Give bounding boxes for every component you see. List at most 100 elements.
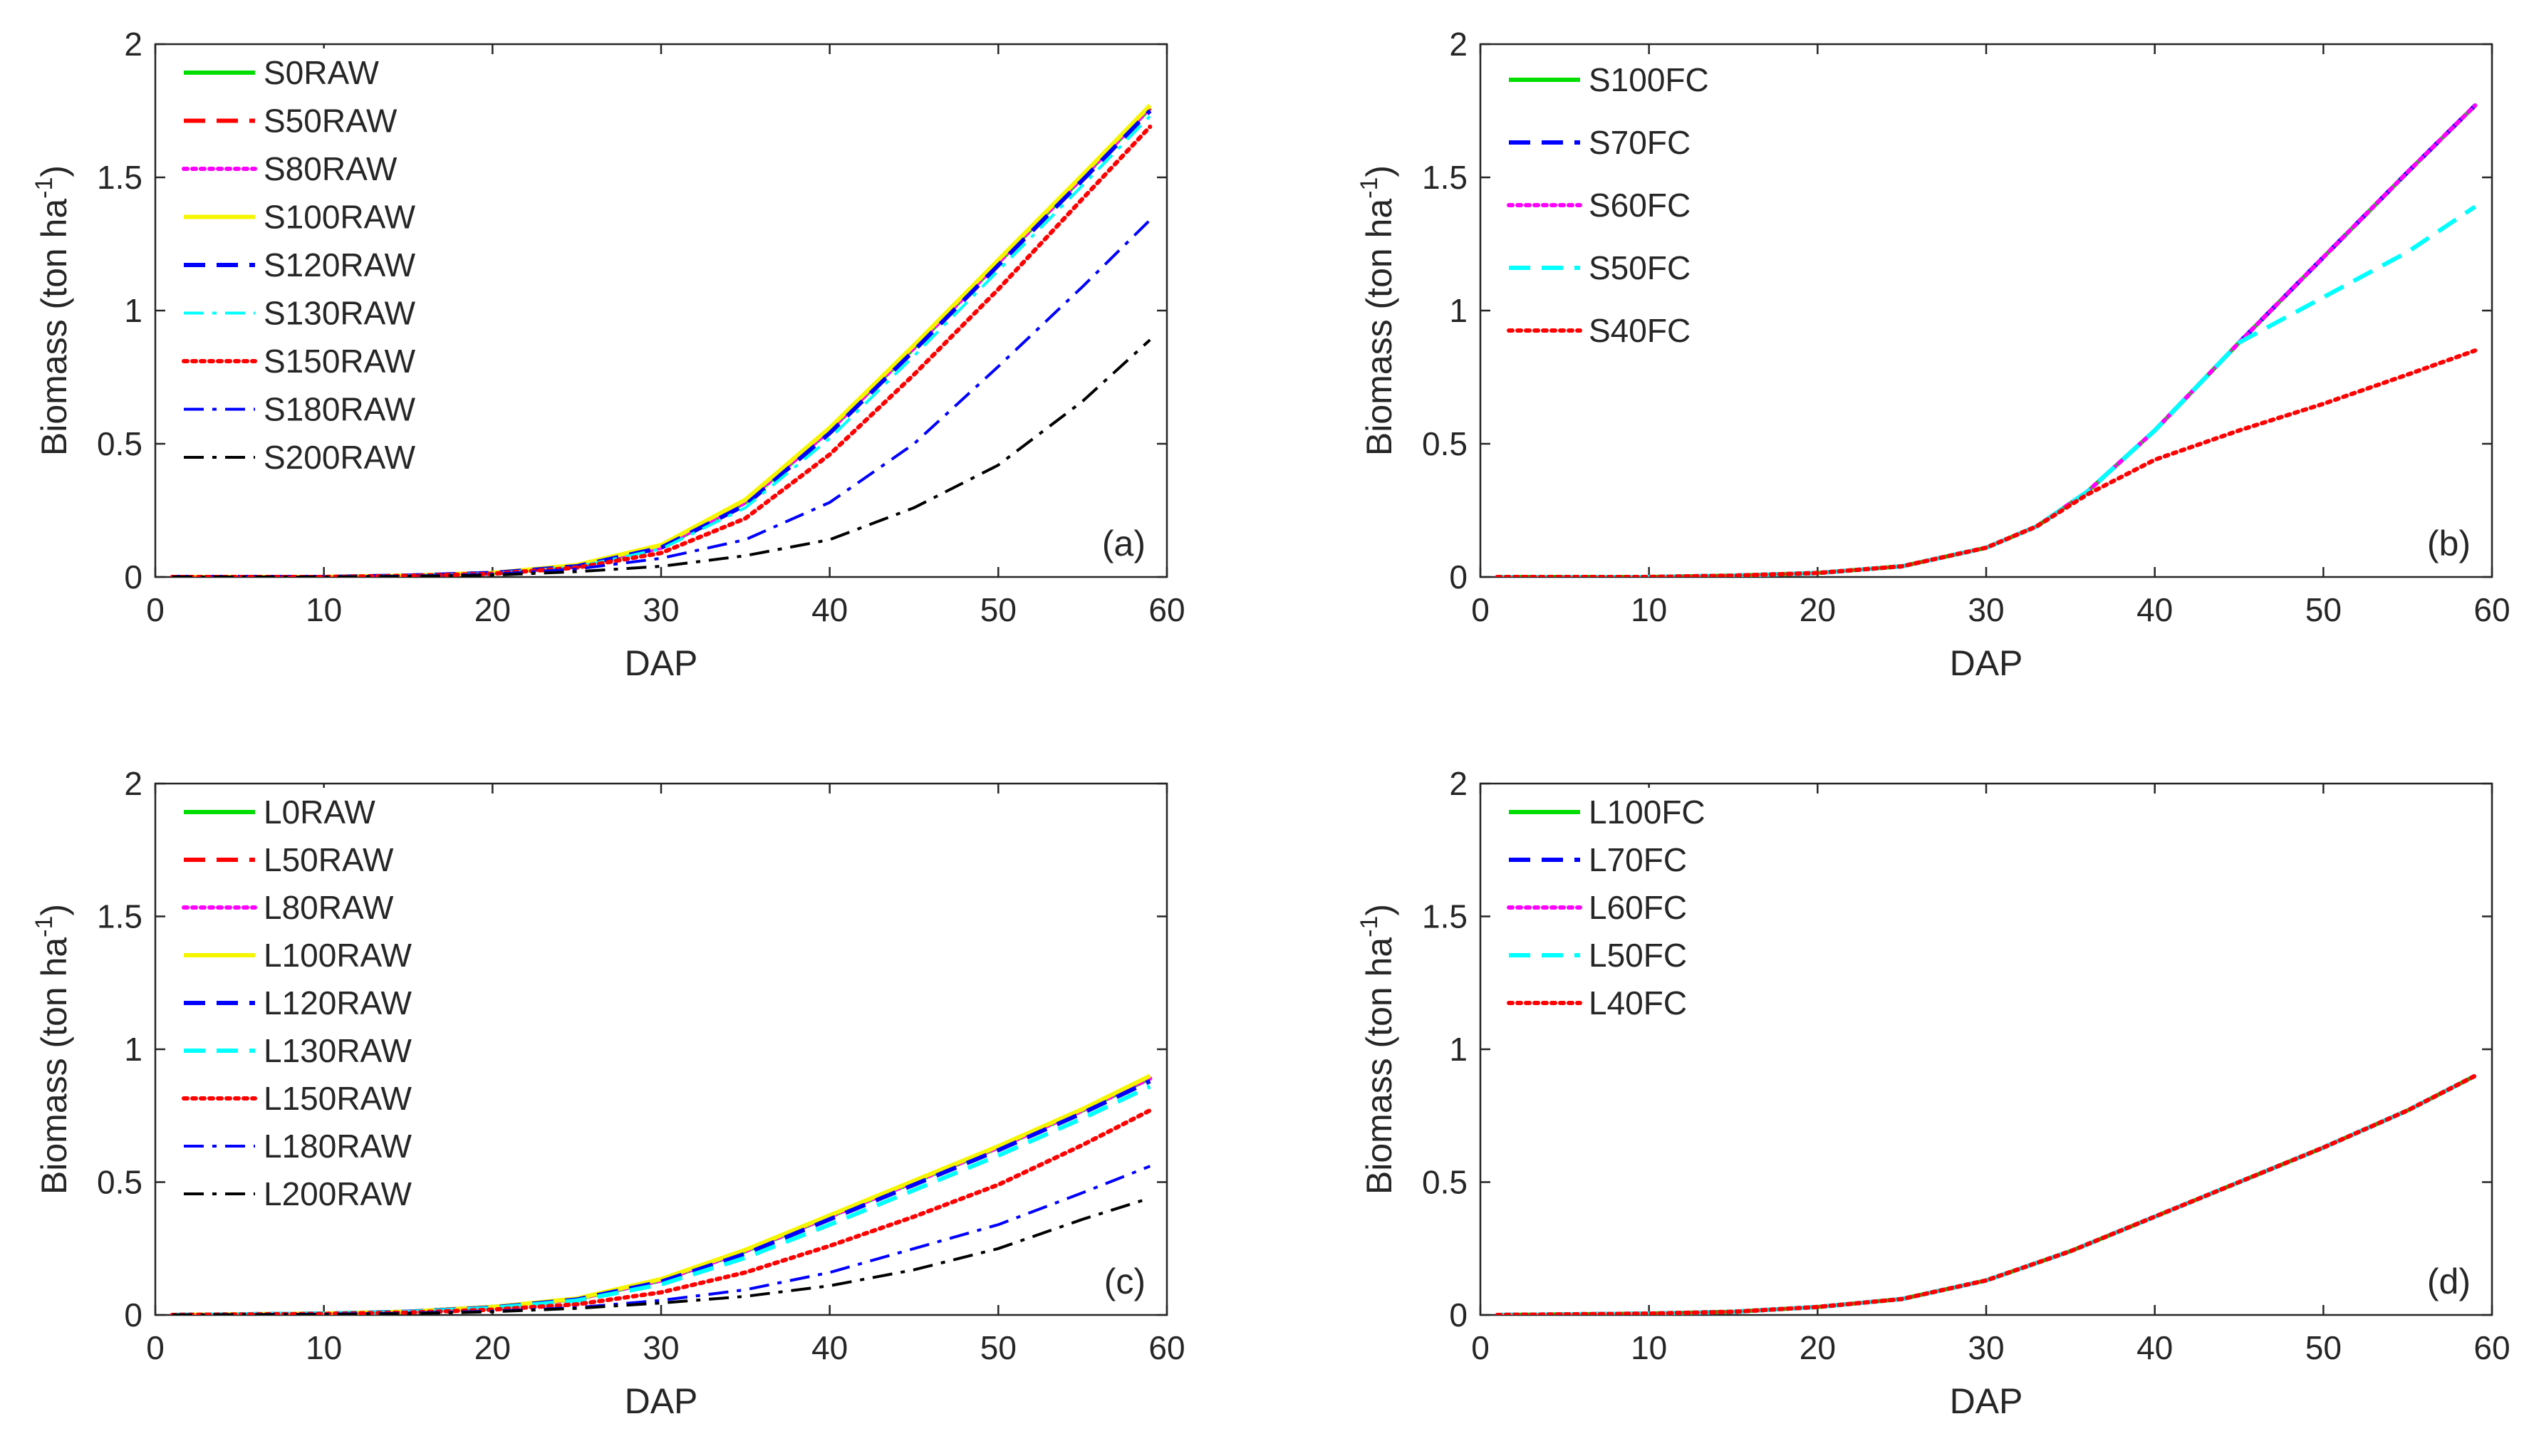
series-line-S40FC [1495,348,2478,577]
y-tick-label: 1 [124,1031,142,1068]
series-line-L200RAW [172,1196,1151,1315]
legend-label: S100RAW [264,199,416,236]
legend: L100FC L70FC L60FC L50FC L40FC [1493,788,1771,1027]
legend-label: S0RAW [264,54,379,91]
x-tick-label: 30 [643,1329,679,1366]
legend-label: S60FC [1589,187,1691,224]
legend-label: S180RAW [264,391,416,428]
legend-label: L60FC [1589,889,1687,926]
x-tick-label: 20 [1800,591,1836,628]
legend-label: L180RAW [264,1128,412,1165]
panel-label: (a) [1102,524,1146,563]
y-tick-label: 1 [1449,292,1468,329]
x-tick-label: 60 [2473,1329,2510,1366]
series-group [1495,103,2478,577]
chart-panel-1: 0 10 20 30 40 50 60 0 0.5 1 1.5 2 DAP Biomass (ton ha… [31,26,1185,683]
y-tick-label: 0.5 [1422,425,1468,462]
y-axis-label-main: Biomass (ton ha [1359,937,1399,1195]
x-tick-label: 60 [1148,591,1185,628]
series-line-L50FC [1497,1073,2476,1315]
y-tick-label: 0.5 [1422,1164,1468,1201]
x-tick-label: 0 [146,1329,165,1366]
x-tick-label: 50 [980,591,1017,628]
x-tick-label: 10 [1631,591,1667,628]
chart-panel-4: 0 10 20 30 40 50 60 0 0.5 1 1.5 2 DAP Biomass (ton ha… [1356,765,2511,1421]
y-axis-label-main: Biomass (ton ha [1359,199,1399,456]
x-tick-label: 20 [1800,1329,1836,1366]
x-tick-label: 0 [1471,1329,1490,1366]
x-tick-label: 40 [2136,591,2173,628]
legend-label: L50FC [1589,937,1687,974]
y-axis-label-sup: -1 [1356,916,1383,937]
x-tick-label: 40 [811,591,848,628]
x-tick-label: 60 [1148,1329,1185,1366]
y-tick-label: 0 [1449,558,1468,596]
x-axis-label: DAP [1950,1381,2023,1421]
legend-label: L40FC [1589,984,1687,1021]
chart-panel-2: 0 10 20 30 40 50 60 0 0.5 1 1.5 2 DAP Biomass (ton ha… [1356,26,2511,683]
y-tick-label: 2 [1449,26,1468,63]
y-tick-label: 2 [124,26,142,63]
legend-label: L70FC [1589,841,1687,878]
y-axis-label-close: ) [34,904,74,916]
y-tick-label: 0 [124,558,142,596]
legend-label: L120RAW [264,984,412,1021]
y-axis-label-main: Biomass (ton ha [34,199,74,456]
legend-label: S120RAW [264,246,416,284]
x-tick-label: 10 [306,1329,342,1366]
legend-label: L200RAW [264,1175,412,1212]
x-tick-label: 0 [146,591,165,628]
x-tick-label: 10 [1631,1329,1667,1366]
legend-label: S150RAW [264,343,416,380]
x-tick-label: 30 [643,591,679,628]
x-tick-label: 30 [1968,591,2004,628]
series-line-S200RAW [172,338,1151,577]
x-axis-label: DAP [625,643,698,683]
y-axis-label-sup: -1 [31,916,58,937]
x-tick-label: 40 [811,1329,848,1366]
panel-label: (b) [2427,524,2471,563]
chart-panel-3: 0 10 20 30 40 50 60 0 0.5 1 1.5 2 DAP Biomass (ton ha… [31,765,1185,1421]
y-axis-label-close: ) [1359,904,1399,916]
legend-label: S100FC [1589,61,1709,98]
y-tick-label: 0.5 [97,425,142,462]
x-tick-label: 20 [474,591,511,628]
legend-label: S50RAW [264,103,398,140]
x-tick-label: 40 [2136,1329,2173,1366]
y-tick-label: 0 [124,1296,142,1333]
y-tick-label: 1.5 [1422,159,1468,196]
y-axis-label-main: Biomass (ton ha [34,937,74,1195]
legend-label: S50FC [1589,249,1691,286]
series-line-L120RAW [172,1079,1151,1315]
legend-label: S200RAW [264,439,416,476]
legend: S100FC S70FC S60FC S50FC S40FC [1493,56,1800,355]
y-tick-label: 2 [124,765,142,802]
y-axis-label-sup: -1 [31,177,58,199]
legend-label: S40FC [1589,312,1691,349]
y-axis-label-sup: -1 [1356,177,1383,199]
legend-label: L100FC [1589,794,1705,831]
x-tick-label: 50 [2305,591,2342,628]
y-axis-label: Biomass (ton ha-1) [31,165,74,456]
series-group [1495,1073,2478,1315]
legend-label: L150RAW [264,1080,412,1117]
legend-label: L80RAW [264,889,394,926]
legend-label: L100RAW [264,937,412,974]
y-tick-label: 2 [1449,765,1468,802]
x-tick-label: 10 [306,591,342,628]
y-tick-label: 1.5 [97,898,142,935]
x-tick-label: 50 [980,1329,1017,1366]
y-tick-label: 1.5 [97,159,142,196]
y-tick-label: 1 [124,292,142,329]
legend-label: S130RAW [264,295,416,332]
series-line-S120RAW [172,109,1152,577]
x-tick-label: 0 [1471,591,1490,628]
y-tick-label: 1.5 [1422,898,1468,935]
y-axis-label-close: ) [1359,165,1399,177]
y-tick-label: 1 [1449,1031,1468,1068]
panel-label: (d) [2427,1262,2471,1301]
legend-label: S70FC [1589,124,1691,161]
series-line-L40FC [1495,1073,2478,1315]
legend-label: S80RAW [264,150,398,187]
x-tick-label: 20 [474,1329,511,1366]
